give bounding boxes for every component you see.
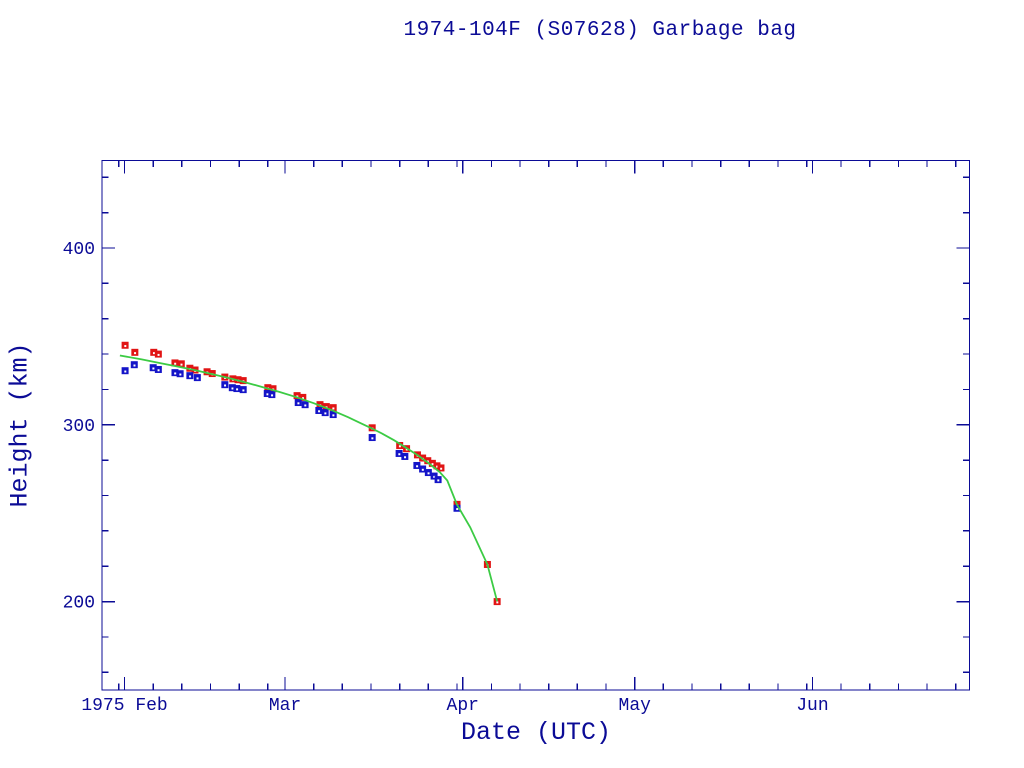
data-point-hole <box>180 363 183 366</box>
data-point-hole <box>224 384 227 387</box>
data-point-hole <box>436 465 439 468</box>
x-tick-label: Mar <box>269 696 301 716</box>
data-point-hole <box>157 353 160 356</box>
data-point-hole <box>456 508 459 511</box>
data-point-hole <box>242 389 245 392</box>
data-point-hole <box>398 445 401 448</box>
data-point-hole <box>266 393 269 396</box>
data-point-hole <box>371 437 374 440</box>
data-point-hole <box>179 373 182 376</box>
x-tick-label: Jun <box>796 696 828 716</box>
data-point-hole <box>133 364 136 367</box>
data-point-hole <box>318 410 321 413</box>
data-point-hole <box>152 367 155 370</box>
data-point-hole <box>302 397 305 400</box>
data-point-hole <box>157 369 160 372</box>
data-point-hole <box>124 345 127 348</box>
data-point-hole <box>433 475 436 478</box>
data-point-hole <box>421 468 424 471</box>
data-point-hole <box>304 404 307 407</box>
x-tick-label: May <box>619 696 652 716</box>
data-point-hole <box>405 448 408 451</box>
data-point-hole <box>196 377 199 380</box>
data-point-hole <box>398 453 401 456</box>
data-point-hole <box>496 601 499 604</box>
x-tick-label: 1975 Feb <box>81 696 167 716</box>
x-axis-title: Date (UTC) <box>460 718 612 747</box>
data-point-hole <box>236 388 239 391</box>
data-point-hole <box>271 394 274 397</box>
data-point-hole <box>124 370 127 373</box>
data-point-hole <box>296 395 299 398</box>
data-point-hole <box>440 467 443 470</box>
data-point-hole <box>437 479 440 482</box>
y-tick-label: 200 <box>63 594 95 614</box>
y-tick-label: 400 <box>63 240 95 260</box>
y-tick-label: 300 <box>63 417 95 437</box>
data-point-hole <box>231 387 234 390</box>
chart-title: 1974-104F (S07628) Garbage bag <box>403 19 797 42</box>
data-point-hole <box>189 375 192 378</box>
data-point-hole <box>297 402 300 405</box>
fit-curve-green-curve <box>119 354 498 602</box>
data-point-hole <box>324 412 327 415</box>
data-point-hole <box>152 352 155 355</box>
data-point-hole <box>404 456 407 459</box>
data-point-hole <box>426 460 429 463</box>
plot-frame <box>101 159 971 691</box>
data-point-hole <box>416 465 419 468</box>
data-point-hole <box>174 372 177 375</box>
x-tick-label: Apr <box>447 696 479 716</box>
data-point-hole <box>174 362 177 365</box>
data-point-hole <box>431 463 434 466</box>
data-point-hole <box>134 352 137 355</box>
data-point-hole <box>332 407 335 410</box>
data-point-hole <box>427 472 430 475</box>
data-point-hole <box>332 414 335 417</box>
